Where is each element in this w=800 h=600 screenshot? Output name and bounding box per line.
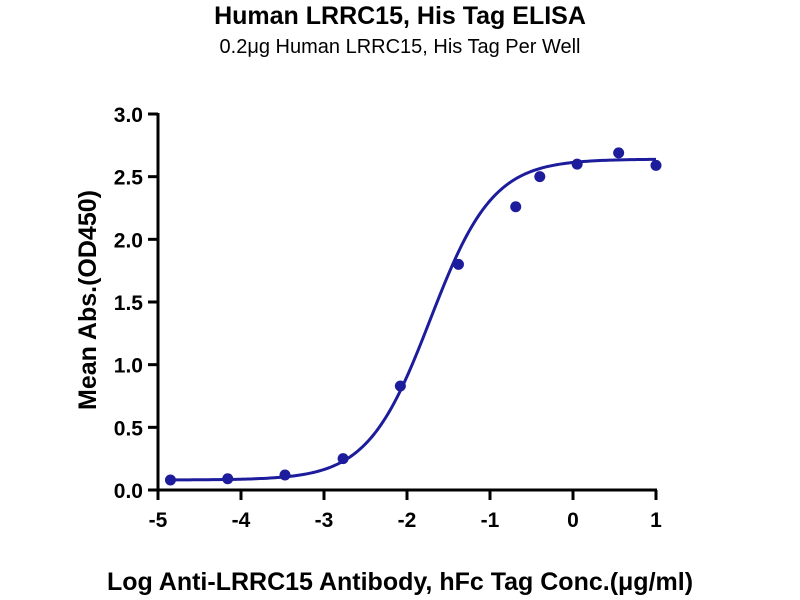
x-tick-label: 1	[650, 509, 662, 532]
x-tick-label: -3	[315, 509, 334, 532]
data-point	[222, 473, 234, 485]
axes: 0.0 0.5 1.0 1.5 2.0 2.5 3.0 -5 -4 -3 -2 -1 0 1	[114, 104, 662, 532]
chart-subtitle: 0.2μg Human LRRC15, His Tag Per Well	[219, 36, 581, 58]
y-tick-label: 1.5	[114, 292, 144, 315]
data-point	[452, 258, 464, 270]
data-point	[279, 469, 291, 481]
y-tick-label: 2.5	[114, 167, 144, 190]
x-tick-label: -1	[481, 509, 500, 532]
data-point	[571, 158, 583, 170]
x-axis-label: Log Anti-LRRC15 Antibody, hFc Tag Conc.(…	[107, 568, 693, 596]
fit-curve	[170, 157, 657, 482]
data-point	[613, 147, 625, 159]
data-point	[337, 453, 349, 465]
data-point	[510, 201, 522, 213]
y-tick-label: 0.0	[114, 480, 143, 503]
data-point	[164, 474, 176, 486]
y-tick-label: 2.0	[114, 229, 143, 252]
x-tick-label: 0	[567, 509, 579, 532]
y-tick-label: 1.0	[114, 355, 143, 378]
x-tick-label: -4	[232, 509, 251, 532]
chart-title: Human LRRC15, His Tag ELISA	[214, 2, 586, 30]
y-axis-label: Mean Abs.(OD450)	[74, 190, 102, 410]
data-point	[394, 380, 406, 392]
data-marks	[164, 147, 662, 486]
data-point	[650, 159, 662, 171]
data-point	[534, 171, 546, 183]
y-tick-label: 0.5	[114, 417, 144, 440]
x-tick-label: -5	[149, 509, 168, 532]
y-tick-label: 3.0	[114, 104, 143, 127]
x-tick-label: -2	[398, 509, 417, 532]
